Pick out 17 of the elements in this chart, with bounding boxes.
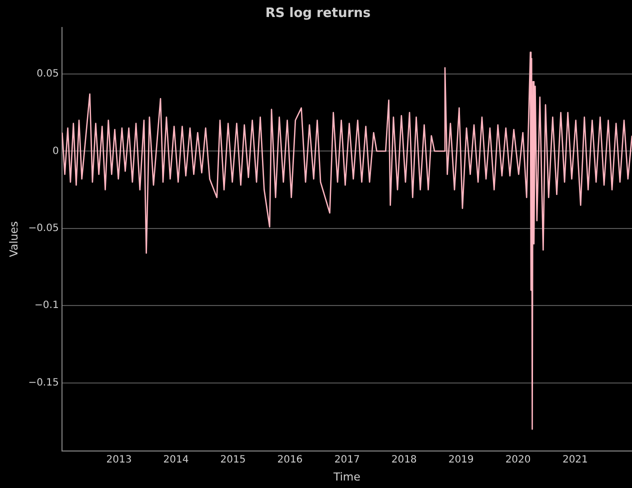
y-axis-title: Values	[7, 220, 20, 258]
x-tick-label: 2020	[505, 454, 531, 466]
y-tick-label: 0.05	[36, 68, 59, 80]
x-axis-title: Time	[332, 470, 361, 484]
y-tick-label: −0.05	[28, 222, 59, 234]
x-tick-label: 2016	[277, 454, 303, 466]
x-tick-label: 2014	[163, 454, 189, 466]
x-tick-label: 2013	[106, 454, 132, 466]
chart-title: RS log returns	[265, 6, 371, 22]
x-tick-label: 2017	[334, 454, 360, 466]
y-tick-label: 0	[52, 146, 59, 157]
x-tick-label: 2019	[448, 454, 474, 466]
y-tick-label: −0.15	[28, 377, 59, 388]
x-tick-label: 2015	[220, 454, 246, 466]
y-tick-label: −0.1	[34, 300, 59, 312]
x-tick-label: 2021	[562, 454, 588, 466]
x-tick-label: 2018	[391, 454, 417, 466]
